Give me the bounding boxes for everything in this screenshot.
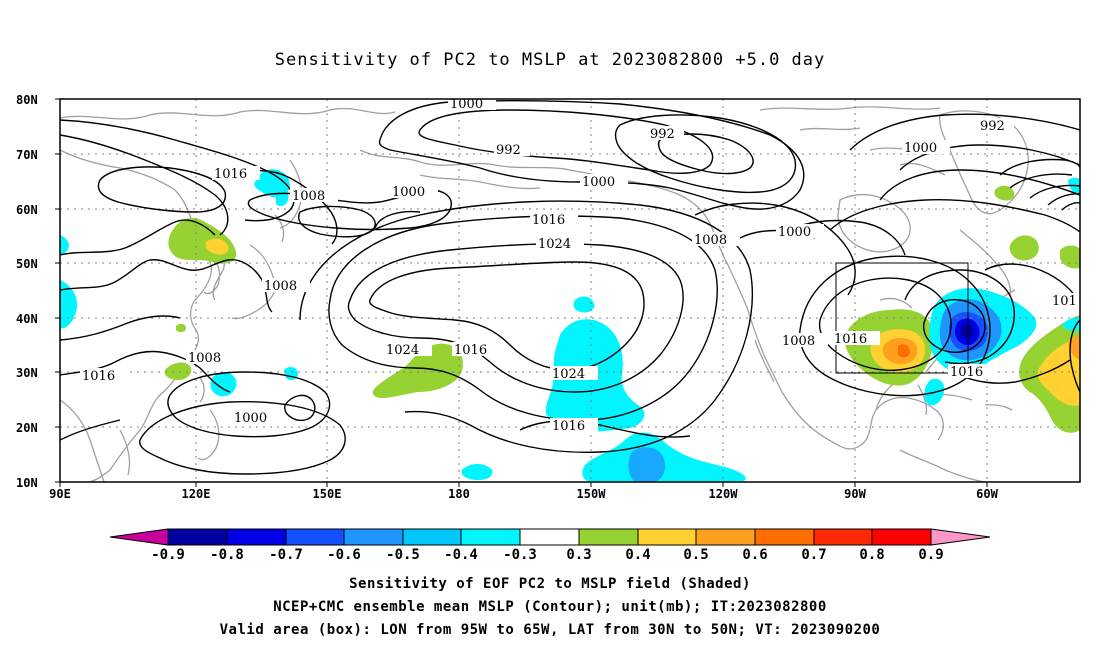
colorbar-tick: -0.9 <box>151 547 185 563</box>
contour-label: 1000 <box>234 411 267 426</box>
colorbar-tick: -0.6 <box>327 547 361 563</box>
lon-label: 180 <box>448 487 470 501</box>
lat-label: 40N <box>16 312 38 326</box>
axis-ticks <box>55 98 988 487</box>
colorbar-swatch <box>285 528 345 546</box>
colorbar-swatch <box>167 528 228 546</box>
contour-label: 101 <box>1052 294 1077 309</box>
colorbar-swatch <box>109 528 169 546</box>
contour-label: 1016 <box>454 343 487 358</box>
lat-label: 30N <box>16 366 38 380</box>
colorbar-swatch <box>519 528 580 546</box>
colorbar-swatch <box>226 528 287 546</box>
contour-label: 1016 <box>950 365 983 380</box>
contour-label: 1000 <box>392 185 425 200</box>
colorbar-swatch <box>930 528 991 546</box>
caption-contour: NCEP+CMC ensemble mean MSLP (Contour); u… <box>273 599 827 615</box>
contour-label: 1000 <box>778 225 811 240</box>
lon-label: 60W <box>976 487 998 501</box>
contour-label: 1024 <box>386 343 419 358</box>
colorbar-tick: 0.8 <box>859 547 884 563</box>
contour-label: 1016 <box>214 167 247 182</box>
colorbar-tick: 0.6 <box>742 547 767 563</box>
contour-label: 992 <box>650 127 675 142</box>
contour-label: 1008 <box>264 279 297 294</box>
caption-valid-area: Valid area (box): LON from 95W to 65W, L… <box>219 622 881 638</box>
contour-label: 1000 <box>904 141 937 156</box>
longitude-labels: 90E 120E 150E 180 150W 120W 90W 60W <box>49 487 998 501</box>
contour-label: 1016 <box>82 369 115 384</box>
contour-label: 1016 <box>834 332 867 347</box>
contour-labels: 1000 992 992 1000 992 1000 1016 1008 100… <box>80 97 1080 434</box>
colorbar: -0.9 -0.8 -0.7 -0.6 -0.5 -0.4 -0.3 0.3 0… <box>109 528 991 563</box>
lat-label: 10N <box>16 476 38 490</box>
contour-label: 1024 <box>552 367 585 382</box>
contour-label: 1008 <box>782 334 815 349</box>
lon-label: 120E <box>182 487 211 501</box>
contour-label: 1024 <box>538 237 571 252</box>
lat-label: 80N <box>16 93 38 107</box>
contour-label: 1016 <box>532 213 565 228</box>
caption-shading: Sensitivity of EOF PC2 to MSLP field (Sh… <box>349 576 751 592</box>
plot-frame <box>59 98 1081 483</box>
contour-label: 1008 <box>188 351 221 366</box>
colorbar-swatch <box>460 528 521 546</box>
lon-label: 90W <box>844 487 866 501</box>
latitude-labels: 80N 70N 60N 50N 40N 30N 20N 10N <box>16 93 38 490</box>
lat-label: 70N <box>16 148 38 162</box>
lat-label: 60N <box>16 203 38 217</box>
lon-label: 150W <box>577 487 607 501</box>
valid-area-box <box>835 262 969 374</box>
contour-label: 992 <box>980 119 1005 134</box>
contour-label: 992 <box>496 143 521 158</box>
colorbar-swatch <box>813 528 873 546</box>
map-title: Sensitivity of PC2 to MSLP at 2023082800… <box>274 50 826 70</box>
lon-label: 120W <box>709 487 739 501</box>
colorbar-tick: 0.9 <box>918 547 943 563</box>
lat-label: 20N <box>16 421 38 435</box>
colorbar-swatch <box>578 528 639 546</box>
colorbar-tick: -0.3 <box>503 547 537 563</box>
contour-label: 1000 <box>582 175 615 190</box>
colorbar-swatch <box>871 528 932 546</box>
lon-label: 90E <box>49 487 71 501</box>
colorbar-tick: -0.4 <box>444 547 478 563</box>
colorbar-swatch <box>343 528 404 546</box>
contour-label: 1000 <box>450 97 483 112</box>
contour-label: 1008 <box>292 189 325 204</box>
colorbar-swatch <box>754 528 815 546</box>
contour-label: 1016 <box>552 419 585 434</box>
colorbar-tick: 0.4 <box>625 547 650 563</box>
contour-label: 1008 <box>694 233 727 248</box>
colorbar-tick: 0.7 <box>801 547 826 563</box>
colorbar-tick: -0.7 <box>269 547 303 563</box>
colorbar-swatch <box>402 528 462 546</box>
colorbar-tick: -0.8 <box>210 547 244 563</box>
colorbar-tick: -0.5 <box>386 547 420 563</box>
lon-label: 150E <box>313 487 342 501</box>
colorbar-swatch <box>695 528 756 546</box>
colorbar-swatch <box>637 528 697 546</box>
colorbar-tick: 0.3 <box>566 547 591 563</box>
colorbar-tick: 0.5 <box>683 547 708 563</box>
lat-label: 50N <box>16 257 38 271</box>
